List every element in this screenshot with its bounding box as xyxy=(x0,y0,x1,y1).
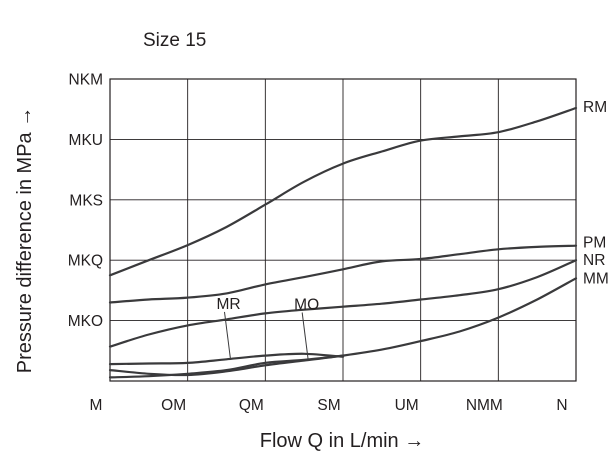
y-tick-label: MKS xyxy=(69,192,103,209)
y-tick-label: MKQ xyxy=(68,253,103,270)
series-nr-label: NR xyxy=(583,252,605,269)
x-tick-labels: M OM QM SM UM NMM N xyxy=(90,397,568,414)
y-tick-label: NKM xyxy=(69,72,103,89)
x-tick-label: OM xyxy=(161,397,186,414)
plot-grid xyxy=(109,78,577,382)
x-tick-label: M xyxy=(90,397,103,414)
x-tick-label: SM xyxy=(317,397,340,414)
series-pm-line xyxy=(108,244,578,304)
series-mo-line xyxy=(108,354,345,379)
x-tick-label: QM xyxy=(239,397,264,414)
series-mr-line xyxy=(108,352,345,366)
series-pm-label: PM xyxy=(583,235,606,252)
x-axis-title: Flow Q in L/min → xyxy=(260,430,424,452)
x-tick-label: NMM xyxy=(466,397,503,414)
series-mm-label: MM xyxy=(583,270,609,287)
x-tick-label: N xyxy=(556,397,567,414)
series-mo-label: MO xyxy=(294,297,319,314)
y-tick-label: MKO xyxy=(68,313,103,330)
chart-title: Size 15 xyxy=(143,30,206,51)
y-tick-label: MKU xyxy=(69,132,103,149)
y-tick-labels: NKM MKU MKS MKQ MKO xyxy=(68,72,103,331)
y-axis-title: Pressure difference in MPa → xyxy=(14,107,36,373)
series-rm-label: RM xyxy=(583,99,607,116)
series-rm-line xyxy=(108,106,578,277)
x-tick-label: UM xyxy=(395,397,419,414)
series-mr-leader xyxy=(224,311,231,360)
series-mr-label: MR xyxy=(217,296,241,313)
curves xyxy=(108,106,578,379)
series-mo-leader xyxy=(301,312,309,360)
series-nr-line xyxy=(108,259,578,348)
